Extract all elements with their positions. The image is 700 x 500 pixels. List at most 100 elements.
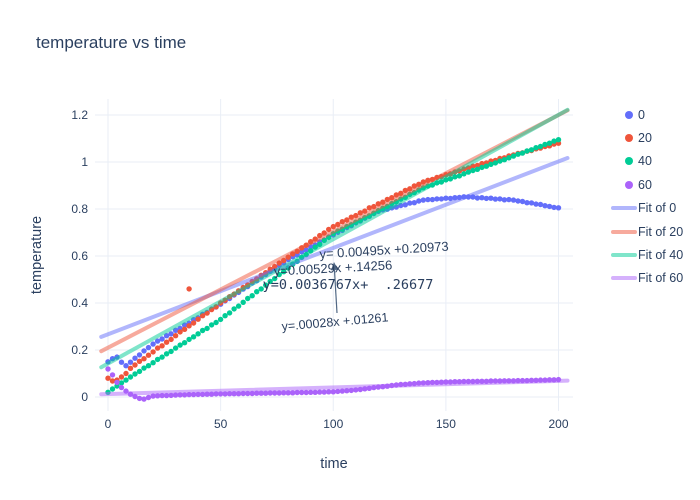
data-point-20[interactable]: [199, 313, 206, 319]
data-point-0[interactable]: [528, 200, 535, 206]
data-point-0[interactable]: [497, 196, 503, 202]
data-point-0[interactable]: [438, 196, 445, 202]
data-point-60[interactable]: [335, 388, 341, 395]
data-point-60[interactable]: [303, 389, 309, 396]
data-point-20[interactable]: [181, 326, 188, 332]
data-point-60[interactable]: [330, 389, 336, 395]
data-point-0[interactable]: [163, 333, 170, 339]
data-point-40[interactable]: [465, 169, 472, 175]
data-point-20[interactable]: [479, 160, 485, 167]
data-point-20[interactable]: [136, 358, 143, 364]
data-point-40[interactable]: [555, 137, 562, 143]
data-point-40[interactable]: [136, 368, 143, 375]
data-point-0[interactable]: [524, 200, 530, 206]
data-point-60[interactable]: [105, 366, 111, 372]
data-point-40[interactable]: [217, 316, 224, 323]
data-point-40[interactable]: [515, 151, 521, 157]
data-point-60[interactable]: [321, 389, 327, 395]
data-point-0[interactable]: [479, 195, 485, 201]
data-point-0[interactable]: [501, 197, 508, 203]
data-point-40[interactable]: [483, 163, 490, 169]
data-point-0[interactable]: [150, 341, 156, 347]
data-point-60[interactable]: [109, 372, 116, 378]
data-point-0[interactable]: [542, 203, 548, 209]
data-point-40[interactable]: [519, 150, 526, 156]
data-point-40[interactable]: [109, 386, 116, 392]
data-point-20[interactable]: [195, 316, 201, 322]
data-point-0[interactable]: [141, 348, 147, 354]
data-point-0[interactable]: [154, 338, 161, 344]
data-point-60[interactable]: [276, 390, 282, 396]
data-point-40[interactable]: [267, 278, 273, 285]
data-point-40[interactable]: [506, 155, 512, 161]
data-point-40[interactable]: [249, 293, 255, 299]
data-point-20[interactable]: [127, 365, 134, 371]
data-point-40[interactable]: [231, 306, 237, 312]
data-point-40[interactable]: [141, 365, 147, 371]
data-point-20[interactable]: [330, 223, 336, 230]
data-point-20[interactable]: [344, 217, 350, 223]
legend-item-fit-of-60[interactable]: Fit of 60: [610, 267, 683, 290]
data-point-40[interactable]: [263, 282, 269, 288]
data-point-0[interactable]: [537, 201, 544, 208]
legend-item-40[interactable]: 40: [610, 150, 683, 173]
data-point-40[interactable]: [240, 299, 246, 305]
data-point-20[interactable]: [154, 345, 161, 351]
data-point-20[interactable]: [335, 221, 341, 228]
legend-item-fit-of-20[interactable]: Fit of 20: [610, 220, 683, 243]
outlier-point-20[interactable]: [186, 286, 192, 292]
data-point-20[interactable]: [348, 214, 354, 220]
data-point-0[interactable]: [145, 344, 152, 351]
data-point-40[interactable]: [474, 166, 481, 172]
data-point-60[interactable]: [299, 389, 305, 396]
data-point-20[interactable]: [141, 356, 147, 362]
data-point-20[interactable]: [172, 333, 179, 339]
data-point-20[interactable]: [145, 352, 152, 358]
data-point-40[interactable]: [190, 334, 197, 340]
data-point-0[interactable]: [483, 195, 490, 202]
data-point-40[interactable]: [181, 340, 188, 346]
data-point-60[interactable]: [308, 389, 314, 395]
data-point-40[interactable]: [551, 138, 557, 144]
data-point-0[interactable]: [519, 198, 526, 205]
data-point-60[interactable]: [263, 390, 269, 396]
data-point-40[interactable]: [276, 271, 282, 278]
data-point-40[interactable]: [150, 360, 156, 366]
data-point-0[interactable]: [420, 197, 426, 203]
data-point-60[interactable]: [272, 390, 278, 396]
data-point-20[interactable]: [474, 162, 481, 169]
data-point-60[interactable]: [312, 389, 318, 395]
data-point-60[interactable]: [245, 390, 251, 397]
data-point-0[interactable]: [551, 204, 557, 211]
data-point-40[interactable]: [172, 345, 179, 351]
data-point-60[interactable]: [114, 379, 120, 386]
data-point-0[interactable]: [402, 202, 408, 208]
data-point-40[interactable]: [145, 363, 152, 369]
data-point-60[interactable]: [136, 395, 143, 402]
data-point-0[interactable]: [533, 201, 539, 207]
data-point-0[interactable]: [127, 359, 134, 365]
data-point-40[interactable]: [204, 325, 210, 332]
data-point-40[interactable]: [510, 153, 517, 159]
data-point-40[interactable]: [118, 380, 125, 386]
data-point-40[interactable]: [245, 295, 251, 302]
data-point-60[interactable]: [339, 388, 345, 394]
data-point-40[interactable]: [479, 164, 485, 171]
data-point-20[interactable]: [132, 362, 138, 368]
data-point-0[interactable]: [425, 196, 431, 203]
data-point-0[interactable]: [132, 355, 138, 361]
data-point-40[interactable]: [524, 148, 530, 154]
data-point-60[interactable]: [285, 390, 291, 396]
data-point-40[interactable]: [452, 174, 458, 180]
data-point-60[interactable]: [294, 389, 300, 396]
data-point-20[interactable]: [118, 374, 125, 380]
data-point-40[interactable]: [186, 336, 192, 343]
data-point-40[interactable]: [461, 171, 467, 177]
data-point-0[interactable]: [515, 198, 521, 204]
data-point-0[interactable]: [416, 198, 422, 204]
data-point-20[interactable]: [357, 210, 363, 216]
data-point-40[interactable]: [154, 356, 161, 363]
data-point-60[interactable]: [348, 387, 354, 394]
data-point-60[interactable]: [258, 390, 264, 396]
data-point-40[interactable]: [208, 322, 215, 328]
